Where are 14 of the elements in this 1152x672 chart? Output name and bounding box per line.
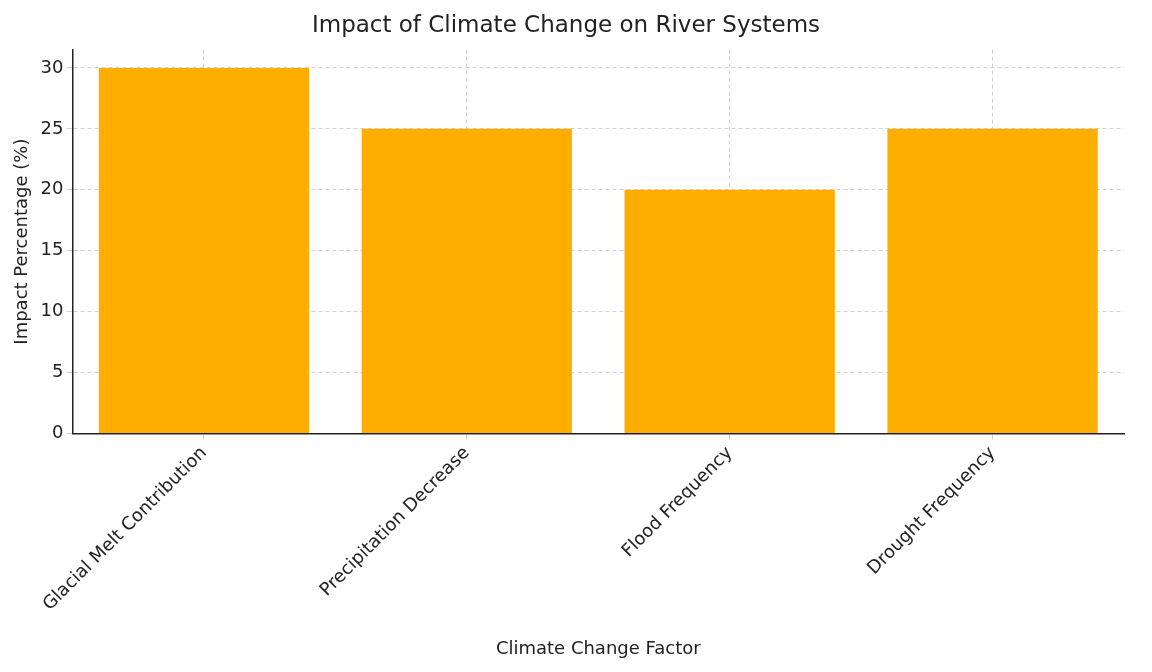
bar: [98, 67, 310, 434]
y-tick-label: 25: [40, 116, 64, 138]
y-tick-label: 15: [40, 238, 64, 260]
y-tick-label: 10: [40, 299, 64, 321]
bar: [361, 128, 572, 434]
y-tick-label: 30: [40, 55, 64, 77]
bar: [624, 189, 835, 434]
y-tick-label: 20: [40, 177, 64, 199]
bar: [887, 128, 1098, 434]
y-tick-label: 0: [52, 421, 64, 443]
x-axis-title: Climate Change Factor: [495, 636, 702, 658]
y-tick-label: 5: [52, 360, 64, 382]
chart-title: Impact of Climate Change on River Systems: [311, 10, 821, 37]
y-axis-title: Impact Percentage (%): [10, 138, 32, 345]
